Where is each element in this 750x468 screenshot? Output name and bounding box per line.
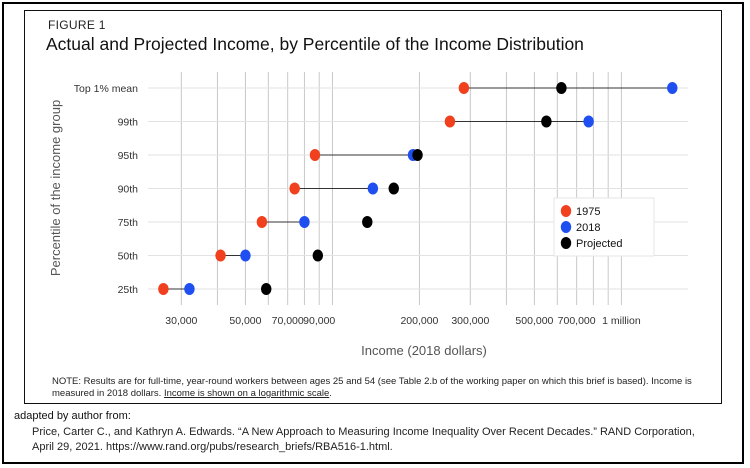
x-axis-title: Income (2018 dollars) [361,343,487,358]
y-category-label: 25th [118,284,139,296]
legend-label-projected: Projected [576,238,622,250]
attribution-heading: adapted by author from: [14,410,131,422]
y-category-label: 50th [118,251,139,263]
connector-lines [163,87,673,290]
point-projected [312,249,324,262]
x-tick-label: 1 million [602,315,641,327]
y-category-label: Top 1% mean [74,83,138,95]
point-1975 [289,182,300,195]
note-tail: . [329,388,332,399]
point-2018 [667,82,678,94]
point-2018 [583,115,594,128]
legend-marker-2018 [560,221,572,233]
legend: 1975 2018 Projected [553,197,655,257]
y-category-label: 90th [118,184,139,196]
point-2018 [240,249,251,262]
citation-text: Price, Carter C., and Kathryn A. Edwards… [32,426,695,453]
point-1975 [158,283,169,295]
x-tick-label: 300,000 [451,315,489,327]
point-1975 [444,115,456,128]
x-tick-label: 700,000 [558,315,596,327]
y-category-label: 95th [118,150,139,162]
y-category-label: 75th [118,217,139,229]
figure-label: FIGURE 1 [48,18,106,32]
note-log-scale: Income is shown on a logarithmic scale [163,388,330,399]
point-1975 [458,82,470,94]
x-tick-label: 200,000 [400,315,438,327]
point-projected [261,283,272,295]
x-tick-label: 70,000 [272,315,304,327]
grid-lines [148,72,688,305]
point-projected [541,115,552,128]
point-2018 [299,216,310,228]
point-projected [412,149,423,161]
data-points [158,82,678,295]
point-2018 [367,182,379,195]
y-category-label: 99th [118,117,139,129]
point-1975 [215,249,226,262]
y-axis-title: Percentile of the income group [48,100,63,276]
legend-label-1975: 1975 [576,206,600,218]
x-tick-label: 500,000 [515,315,553,327]
chart-note: NOTE: Results are for full-time, year-ro… [52,376,712,400]
chart-title: Actual and Projected Income, by Percenti… [46,34,584,54]
point-2018 [184,283,195,295]
legend-marker-projected [560,237,572,249]
x-tick-label: 30,000 [165,315,197,327]
legend-marker-1975 [560,205,572,217]
x-tick-label: 90,000 [303,315,335,327]
point-1975 [309,149,321,161]
y-category-labels: 25th 50th 75th 90th 95th 99th Top 1% mean [74,83,138,296]
point-projected [362,216,373,228]
point-projected [388,182,399,195]
point-projected [556,82,567,94]
note-text: NOTE: Results are for full-time, year-ro… [52,376,692,399]
point-1975 [256,216,268,228]
legend-label-2018: 2018 [576,222,600,234]
x-tick-label: 50,000 [229,315,261,327]
x-tick-labels: 30,000 50,000 70,000 90,000 200,000 300,000 50… [165,315,641,327]
